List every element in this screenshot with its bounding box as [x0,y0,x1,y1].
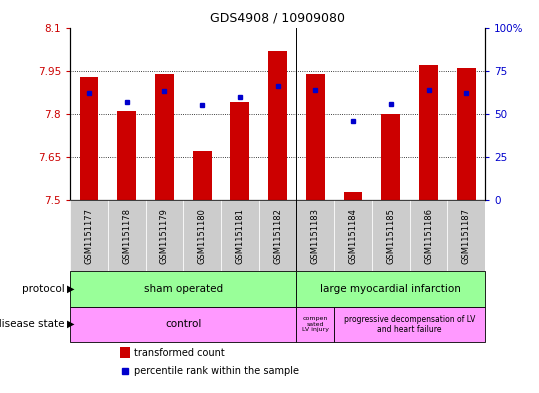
Bar [268,51,287,200]
Bar [382,114,400,200]
Bar [231,103,249,200]
Bar [155,73,174,200]
Text: disease state: disease state [0,319,65,329]
Bar [70,200,108,271]
Text: sham operated: sham operated [144,284,223,294]
Text: GSM1151185: GSM1151185 [386,208,395,264]
Bar [457,68,476,200]
Bar [306,73,325,200]
Title: GDS4908 / 10909080: GDS4908 / 10909080 [210,12,345,25]
Text: GSM1151181: GSM1151181 [236,208,244,264]
Text: GSM1151183: GSM1151183 [311,208,320,264]
Text: GSM1151177: GSM1151177 [85,208,93,264]
Text: transformed count: transformed count [134,347,225,358]
Bar [447,200,485,271]
Text: GSM1151186: GSM1151186 [424,208,433,264]
Text: GSM1151180: GSM1151180 [198,208,206,264]
Text: ▶: ▶ [67,319,75,329]
Bar [80,77,99,200]
Bar [118,111,136,200]
Bar [419,65,438,200]
Bar [146,200,183,271]
Text: GSM1151179: GSM1151179 [160,208,169,264]
Text: percentile rank within the sample: percentile rank within the sample [134,366,299,376]
Bar [70,271,296,307]
Text: GSM1151184: GSM1151184 [349,208,357,264]
Bar [183,200,221,271]
Bar [372,200,410,271]
Bar [193,151,211,200]
Bar [296,271,485,307]
Bar [334,307,485,342]
Text: progressive decompensation of LV
and heart failure: progressive decompensation of LV and hea… [344,315,475,334]
Bar [344,192,363,200]
Bar [296,307,334,342]
Text: GSM1151182: GSM1151182 [273,208,282,264]
Bar [70,307,296,342]
Text: ▶: ▶ [67,284,75,294]
Bar [259,200,296,271]
Bar [334,200,372,271]
Text: protocol: protocol [22,284,65,294]
Bar [221,200,259,271]
Bar [410,200,447,271]
Text: compen
sated
LV injury: compen sated LV injury [302,316,329,332]
Text: control: control [165,319,202,329]
Bar [120,347,130,358]
Bar [296,200,334,271]
Bar [108,200,146,271]
Text: GSM1151178: GSM1151178 [122,208,131,264]
Text: large myocardial infarction: large myocardial infarction [320,284,461,294]
Text: GSM1151187: GSM1151187 [462,208,471,264]
